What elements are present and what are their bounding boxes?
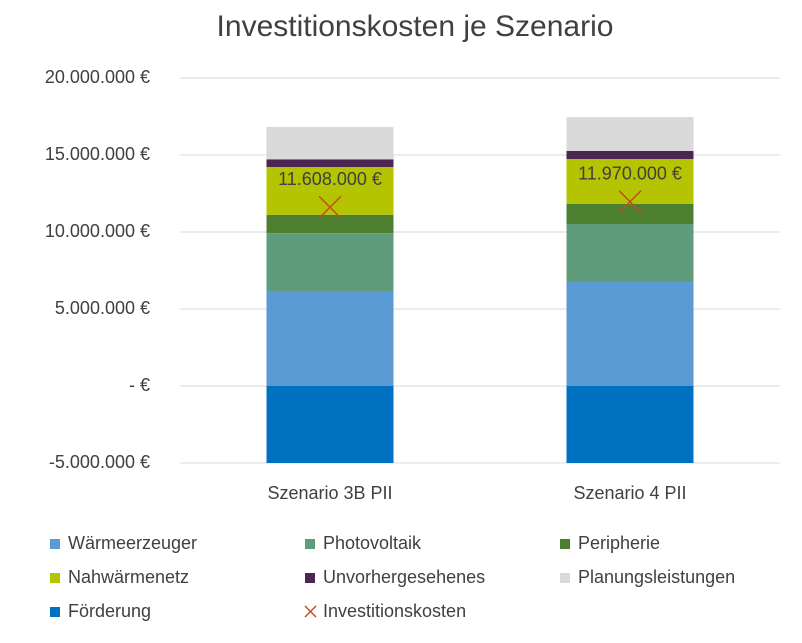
bar-segment [566, 159, 694, 204]
y-tick-label: 15.000.000 € [45, 144, 150, 164]
marker [318, 195, 342, 219]
data-label: 11.970.000 € [578, 163, 682, 183]
legend-label: Photovoltaik [323, 533, 422, 553]
bar-segment [266, 214, 394, 234]
legend-label: Förderung [68, 601, 151, 621]
bar-segment [266, 233, 394, 291]
bar-segment [566, 223, 694, 283]
legend-marker [304, 605, 317, 618]
y-tick-label: 10.000.000 € [45, 221, 150, 241]
bar-segment [566, 282, 694, 386]
y-tick-label: 5.000.000 € [55, 298, 150, 318]
x-tick-label: Szenario 3B PII [267, 483, 392, 503]
y-tick-label: -5.000.000 € [49, 452, 150, 472]
bar-segment [266, 159, 394, 168]
x-tick-label: Szenario 4 PII [573, 483, 686, 503]
bar-segment [566, 117, 694, 151]
y-tick-label: 20.000.000 € [45, 67, 150, 87]
bar-segment [266, 386, 394, 463]
legend-swatch [50, 573, 60, 583]
bar-segment [266, 290, 394, 386]
legend-label: Unvorhergesehenes [323, 567, 485, 587]
bar-segment [566, 386, 694, 463]
legend-swatch [50, 539, 60, 549]
legend-label: Planungsleistungen [578, 567, 735, 587]
legend-label: Nahwärmenetz [68, 567, 189, 587]
legend-swatch [305, 539, 315, 549]
chart-title: Investitionskosten je Szenario [217, 10, 614, 43]
marker [618, 190, 642, 214]
bar-segment [566, 150, 694, 160]
legend-label: Investitionskosten [323, 601, 466, 621]
legend-label: Wärmeerzeuger [68, 533, 197, 553]
legend-swatch [305, 573, 315, 583]
bar-segment [566, 203, 694, 224]
data-label: 11.608.000 € [278, 169, 382, 189]
legend-swatch [560, 573, 570, 583]
y-tick-label: - € [129, 375, 150, 395]
bar-segment [266, 126, 394, 160]
legend-swatch [50, 607, 60, 617]
legend-swatch [560, 539, 570, 549]
legend-label: Peripherie [578, 533, 660, 553]
